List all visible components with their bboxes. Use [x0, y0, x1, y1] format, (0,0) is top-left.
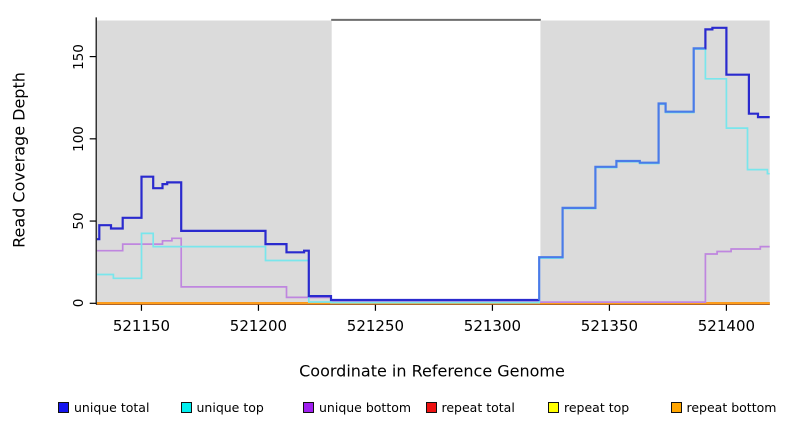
legend-swatch-unique-total: [58, 402, 69, 413]
legend-label-unique-top: unique top: [196, 400, 264, 415]
series-unique-total: [538, 47, 706, 302]
legend-swatch-unique-top: [180, 402, 192, 413]
legend-label-unique-total: unique total: [74, 400, 150, 415]
legend-label-unique-bottom: unique bottom: [319, 400, 412, 415]
x-tick-label: 521300: [463, 317, 522, 335]
x-tick-label: 521250: [346, 317, 405, 335]
series-unique-total: [97, 175, 539, 302]
y-tick-label: 150: [71, 43, 87, 70]
x-axis-title: Coordinate in Reference Genome: [299, 361, 565, 381]
legend-label-repeat-top: repeat top: [564, 400, 630, 415]
series-unique-total: [704, 26, 770, 119]
x-tick-label: 521400: [697, 317, 756, 335]
y-axis-title: Read Coverage Depth: [9, 72, 29, 248]
y-tick-label: 100: [71, 125, 87, 152]
legend-swatch-repeat-top: [548, 402, 559, 413]
x-tick-label: 521150: [112, 317, 171, 335]
x-tick-label: 521200: [229, 317, 288, 335]
legend-swatch-repeat-total: [425, 402, 437, 413]
y-tick-label: 0: [71, 299, 87, 308]
legend-label-repeat-bottom: repeat bottom: [686, 400, 777, 415]
legend-swatch-unique-bottom: [303, 402, 314, 413]
legend-swatch-repeat-bottom: [670, 402, 682, 413]
x-tick-label: 521350: [580, 317, 639, 335]
chart-legend: unique total unique top unique bottom repea…: [0, 396, 792, 422]
legend-label-repeat-total: repeat total: [441, 400, 515, 415]
region-shaded-left: [97, 20, 332, 305]
y-tick-label: 50: [71, 212, 87, 230]
